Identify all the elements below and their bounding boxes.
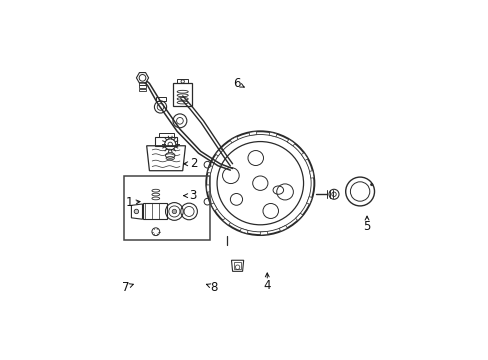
Bar [234, 262, 241, 269]
Bar [155, 138, 177, 146]
Text: 6: 6 [232, 77, 240, 90]
Polygon shape [146, 146, 185, 171]
Polygon shape [215, 148, 222, 156]
Bar [139, 82, 145, 85]
Bar [155, 97, 165, 102]
Polygon shape [206, 185, 210, 192]
Text: 2: 2 [190, 157, 197, 170]
Bar [139, 89, 145, 91]
Bar [173, 84, 192, 105]
Polygon shape [223, 218, 230, 225]
Text: 7: 7 [122, 281, 129, 294]
Polygon shape [136, 73, 148, 83]
Text: 5: 5 [363, 220, 370, 233]
Bar [139, 85, 145, 88]
Text: 4: 4 [263, 279, 270, 292]
Circle shape [370, 184, 372, 186]
Polygon shape [230, 136, 238, 143]
Bar [159, 133, 174, 138]
Polygon shape [260, 231, 267, 235]
Circle shape [134, 209, 138, 214]
Polygon shape [286, 139, 294, 146]
Bar [177, 79, 188, 84]
Text: 1: 1 [125, 196, 133, 209]
Polygon shape [309, 171, 313, 178]
Polygon shape [240, 228, 247, 234]
Bar [142, 203, 167, 219]
Text: 3: 3 [188, 189, 196, 202]
Polygon shape [301, 153, 307, 160]
Polygon shape [131, 204, 142, 219]
Polygon shape [279, 225, 287, 231]
Polygon shape [207, 166, 212, 173]
Polygon shape [248, 131, 256, 135]
Text: 8: 8 [210, 281, 217, 294]
Bar [124, 176, 210, 240]
Polygon shape [295, 213, 302, 221]
Polygon shape [210, 203, 217, 211]
Polygon shape [231, 260, 243, 271]
Circle shape [172, 209, 176, 214]
Polygon shape [268, 132, 276, 137]
Polygon shape [306, 197, 312, 204]
